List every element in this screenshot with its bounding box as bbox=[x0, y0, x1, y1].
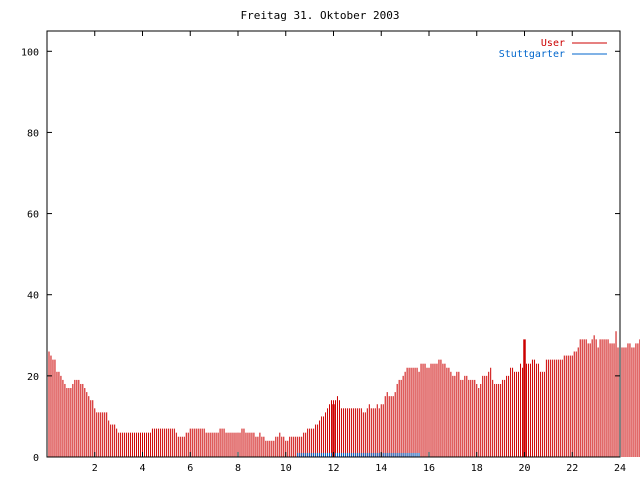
x-tick-label: 16 bbox=[423, 463, 435, 474]
y-tick-label: 0 bbox=[33, 453, 39, 464]
legend-label-stuttgarter: Stuttgarter bbox=[499, 49, 565, 60]
x-tick-label: 6 bbox=[187, 463, 193, 474]
x-tick-label: 12 bbox=[327, 463, 339, 474]
x-tick-label: 10 bbox=[280, 463, 292, 474]
y-tick-label: 40 bbox=[27, 291, 39, 302]
series-stuttgarter-bars bbox=[297, 452, 420, 457]
chart-title: Freitag 31. Oktober 2003 bbox=[240, 9, 400, 22]
x-axis: 2 4 6 8 10 12 14 16 18 20 22 24 bbox=[92, 31, 626, 474]
x-tick-label: 4 bbox=[139, 463, 145, 474]
y-tick-label: 100 bbox=[21, 47, 39, 58]
y-tick-label: 60 bbox=[27, 210, 39, 221]
x-tick-label: 22 bbox=[566, 463, 578, 474]
y-tick-label: 80 bbox=[27, 128, 39, 139]
x-tick-label: 2 bbox=[92, 463, 98, 474]
x-tick-label: 8 bbox=[235, 463, 241, 474]
y-tick-label: 20 bbox=[27, 372, 39, 383]
x-tick-label: 14 bbox=[375, 463, 387, 474]
x-tick-label: 18 bbox=[471, 463, 483, 474]
x-tick-label: 24 bbox=[614, 463, 626, 474]
x-tick-label: 20 bbox=[518, 463, 530, 474]
y-axis: 0 20 40 60 80 100 bbox=[21, 47, 620, 464]
series-user-bars bbox=[46, 331, 640, 457]
legend-label-user: User bbox=[541, 38, 565, 49]
